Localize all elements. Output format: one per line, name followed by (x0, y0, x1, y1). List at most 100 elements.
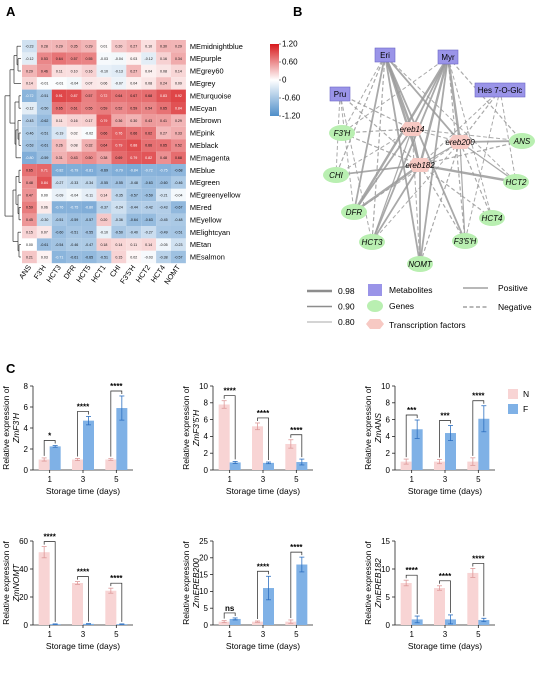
heatmap-cell (156, 77, 171, 90)
significance-label: **** (290, 426, 303, 435)
significance-bracket (223, 612, 236, 619)
network-node-gene (509, 133, 535, 149)
heatmap-cell (51, 213, 67, 226)
heatmap-cell-value: -0.51 (40, 94, 48, 98)
heatmap-cell (141, 40, 157, 53)
y-axis-gene-label: ZmEREB182 (373, 558, 383, 609)
x-tick-label: 5 (114, 475, 119, 484)
heatmap-cell (171, 40, 186, 53)
y-tick-label: 8 (24, 382, 29, 391)
y-tick-label: 40 (19, 565, 28, 574)
heatmap-cell-value: -0.68 (174, 169, 182, 173)
y-axis-label: Relative expression of (1, 386, 11, 470)
heatmap-cell (81, 139, 97, 152)
heatmap-row-label: MEturquoise (190, 91, 232, 100)
significance-bracket (472, 400, 485, 456)
y-tick-label: 2 (24, 445, 29, 454)
heatmap-cell-value: 0.27 (130, 45, 137, 49)
significance-label: ns (225, 604, 235, 613)
heatmap-cell-value: -0.57 (174, 255, 182, 259)
heatmap-cell (96, 213, 112, 226)
legend-tf-swatch (366, 319, 384, 329)
network-node-label: HCT3 (362, 238, 383, 247)
significance-bracket (405, 574, 418, 615)
network-edge (371, 56, 449, 243)
heatmap-cell (22, 64, 37, 78)
heatmap-cell-value: 0.57 (71, 57, 78, 61)
heatmap-cell (111, 40, 127, 53)
heatmap-cell-value: 0.14 (145, 243, 152, 247)
bar-F (263, 462, 274, 470)
heatmap-cell (126, 188, 142, 202)
significance-label: *** (407, 406, 417, 415)
bar-legend-label: F (523, 404, 528, 414)
heatmap-cell-value: 0.72 (100, 94, 107, 98)
heatmap-cell (156, 40, 171, 53)
heatmap-cell (96, 89, 112, 102)
heatmap-cell-value: 0.00 (41, 193, 48, 197)
bar-F (296, 564, 308, 625)
x-tick-label: 3 (261, 630, 266, 639)
heatmap-cell-value: 0.65 (160, 144, 167, 148)
heatmap-cell (51, 126, 67, 140)
network-edge (383, 54, 422, 166)
network-edge (335, 54, 386, 176)
x-tick-label: 5 (294, 475, 299, 484)
network-edge (339, 93, 373, 243)
heatmap-cell (51, 188, 67, 202)
heatmap-cell-value: 0.02 (71, 131, 78, 135)
network-node-label: DFR (346, 208, 363, 217)
heatmap-cell-value: -0.46 (70, 243, 78, 247)
significance-bracket (257, 570, 269, 619)
significance-bracket (290, 434, 303, 458)
y-tick-label: 25 (199, 537, 208, 546)
heatmap-cell (96, 114, 112, 127)
network-edge (459, 141, 466, 242)
heatmap-cell-value: 0.32 (86, 144, 93, 148)
heatmap-cell-value: 0.71 (41, 169, 48, 173)
heatmap-cell-value: -0.10 (100, 231, 108, 235)
heatmap-cell (36, 164, 52, 177)
significance-label: **** (110, 382, 123, 391)
significance-label: **** (257, 562, 270, 571)
heatmap-cell (171, 176, 186, 189)
heatmap-cell-value: -0.61 (40, 144, 48, 148)
heatmap-cell (36, 102, 52, 115)
heatmap-cell-value: 0.55 (86, 57, 93, 61)
heatmap-cell (96, 40, 112, 53)
heatmap-cell (36, 40, 52, 53)
heatmap-cell (36, 226, 52, 239)
heatmap-cell-value: -0.57 (85, 218, 93, 222)
heatmap-cell (51, 151, 67, 164)
x-tick-label: 3 (443, 630, 448, 639)
y-axis-gene-label: ZmANS (373, 413, 383, 444)
heatmap-cell (126, 77, 142, 90)
network-edge (341, 128, 413, 134)
heatmap-cell (126, 250, 142, 264)
network-node-metabolite (437, 49, 459, 65)
y-tick-label: 0 (204, 466, 209, 475)
network-node-label: Eri (380, 51, 390, 60)
heatmap-cell-value: 0.20 (115, 45, 122, 49)
heatmap-cell (96, 126, 112, 140)
network-node-label: ereb14 (400, 125, 425, 134)
colorbar-gradient (270, 44, 279, 116)
heatmap-panel: -0.23 0.28 0.29 0.35 0.29 0.01 0.20 0.27 0.10 0.3… (17, 40, 243, 286)
heatmap-cell-value: 0.10 (145, 45, 152, 49)
y-tick-label: 4 (204, 432, 209, 441)
heatmap-cell-value: 0.59 (100, 107, 107, 111)
heatmap-cell (22, 77, 37, 90)
heatmap-cell (141, 250, 157, 264)
legend-sign-label: Positive (498, 283, 528, 293)
colorbar-tick-label: -0.60 (282, 94, 301, 103)
y-tick-label: 0 (386, 466, 391, 475)
heatmap-cell (156, 201, 171, 214)
heatmap-cell (36, 64, 52, 78)
heatmap-cell-value: 0.69 (115, 156, 122, 160)
heatmap-cell (36, 139, 52, 152)
network-node-tf (448, 135, 472, 149)
heatmap-cell (81, 250, 97, 264)
colorbar-tick-label: 0 (282, 76, 287, 85)
